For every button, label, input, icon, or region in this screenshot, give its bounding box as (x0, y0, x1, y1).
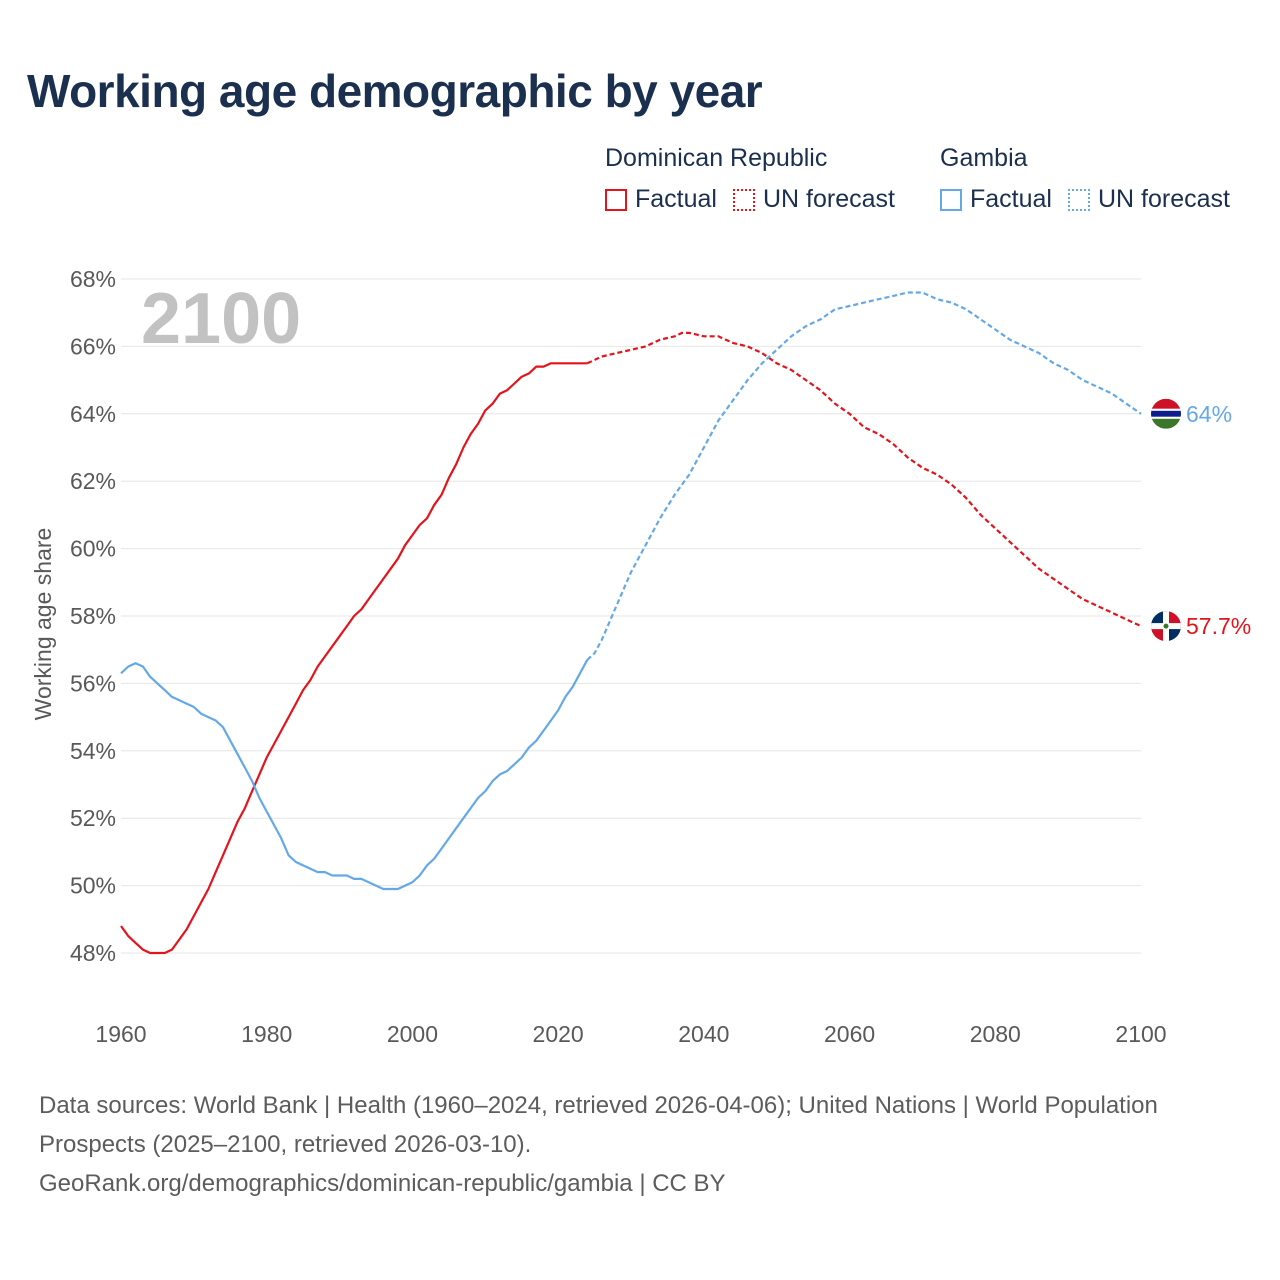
line-chart: 48% 50% 52% 54% 56% 58% 60% 62% 64% 66% 68% 1960 198… (30, 266, 1251, 1047)
legend-swatch-solid (605, 188, 627, 211)
legend-item-label: UN forecast (762, 185, 895, 213)
legend-dr-factual[interactable]: Factual (605, 185, 717, 214)
end-value-label-dominican-republic: 57.7% (1186, 613, 1251, 639)
series-line-dominican-republic-forecast (586, 331, 1142, 628)
series-line-gambia-factual (120, 659, 589, 891)
legend-item-label: UN forecast (1097, 185, 1230, 213)
legend-country-label: Dominican Republic (605, 144, 828, 172)
legend-swatch-solid (940, 188, 962, 211)
legend-dr-forecast[interactable]: UN forecast (732, 185, 895, 214)
x-tick-label: 2100 (1115, 1021, 1166, 1047)
legend-swatch-dotted (732, 188, 755, 211)
x-tick-label: 2040 (678, 1021, 729, 1047)
year-watermark: 2100 (141, 279, 301, 359)
y-tick-label: 48% (70, 940, 116, 966)
legend-swatch-dotted (1067, 188, 1090, 211)
data-sources-text: Data sources: World Bank | Health (1960–… (39, 1092, 1158, 1158)
x-tick-label: 2080 (970, 1021, 1021, 1047)
attribution-link[interactable]: GeoRank.org/demographics/dominican-repub… (39, 1170, 726, 1197)
legend-item-label: Factual (970, 185, 1052, 213)
gambia-flag-icon (1151, 398, 1181, 429)
end-value-label-gambia: 64% (1186, 401, 1232, 427)
chart-title: Working age demographic by year (27, 65, 763, 117)
legend-item-label: Factual (635, 185, 717, 213)
x-tick-label: 2020 (533, 1021, 584, 1047)
y-tick-label: 58% (70, 603, 116, 629)
y-tick-label: 52% (70, 805, 116, 831)
y-tick-label: 54% (70, 738, 116, 764)
series-line-dominican-republic-factual (120, 362, 588, 955)
y-tick-label: 66% (70, 333, 116, 359)
y-tick-label: 50% (70, 873, 116, 899)
legend-gm-factual[interactable]: Factual (940, 185, 1052, 214)
y-tick-label: 60% (70, 536, 116, 562)
x-tick-label: 2000 (387, 1021, 438, 1047)
x-tick-label: 2060 (824, 1021, 875, 1047)
legend-gambia: Gambia Factual UN forecast (940, 144, 1246, 214)
x-tick-label: 1980 (241, 1021, 292, 1047)
legend-country-label: Gambia (940, 144, 1028, 172)
y-tick-label: 68% (70, 266, 116, 292)
y-tick-label: 64% (70, 401, 116, 427)
dominican-republic-flag-icon (1151, 611, 1181, 642)
footer-sources: Data sources: World Bank | Health (1960–… (39, 1086, 1199, 1203)
legend-dominican-republic: Dominican Republic Factual UN forecast (605, 144, 911, 214)
y-axis-title: Working age share (30, 528, 56, 721)
series-line-gambia-forecast (586, 291, 1142, 661)
legend-gm-forecast[interactable]: UN forecast (1067, 185, 1230, 214)
x-tick-label: 1960 (95, 1021, 146, 1047)
y-tick-label: 62% (70, 468, 116, 494)
y-tick-label: 56% (70, 670, 116, 696)
